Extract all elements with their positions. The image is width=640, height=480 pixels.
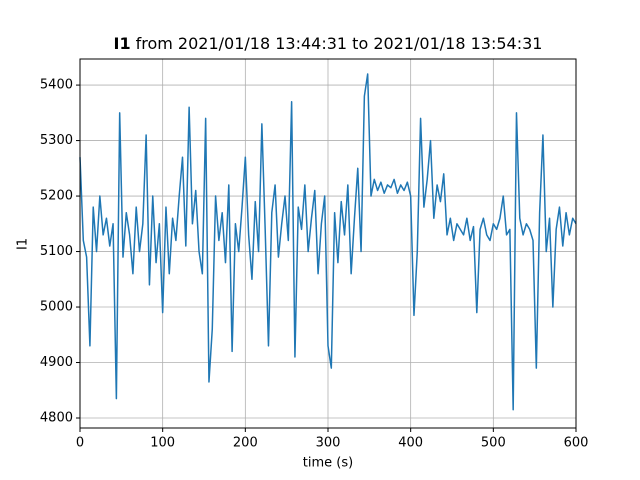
y-tick-label: 5200 — [40, 189, 73, 204]
x-tick-label: 600 — [564, 436, 589, 451]
y-tick-label: 4800 — [40, 411, 73, 426]
y-tick-label: 5100 — [40, 244, 73, 259]
x-tick-label: 0 — [76, 436, 84, 451]
x-tick-label: 200 — [233, 436, 258, 451]
data-line — [79, 73, 577, 411]
title-rest: from 2021/01/18 13:44:31 to 2021/01/18 1… — [136, 34, 543, 53]
chart-title: I1 from 2021/01/18 13:44:31 to 2021/01/18… — [114, 34, 543, 53]
title-bold: I1 — [114, 34, 131, 53]
y-tick-label: 5400 — [40, 78, 73, 93]
y-axis-label: I1 — [16, 238, 31, 250]
y-tick-label: 5300 — [40, 133, 73, 148]
x-axis-label: time (s) — [303, 456, 353, 471]
y-tick-label: 5000 — [40, 300, 73, 315]
x-tick-label: 100 — [150, 436, 175, 451]
y-tick-label: 4900 — [40, 355, 73, 370]
x-tick-label: 300 — [316, 436, 341, 451]
plot-frame — [79, 58, 577, 429]
x-tick-label: 400 — [398, 436, 423, 451]
x-tick-label: 500 — [481, 436, 506, 451]
